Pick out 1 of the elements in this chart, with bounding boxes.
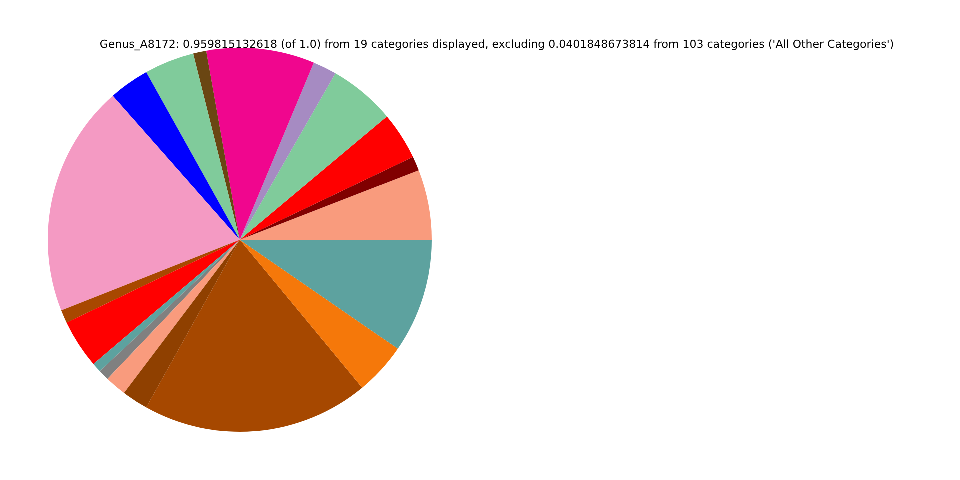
- text: Genus_A8172: 0.959815132618 (of 1.0) from 19 categories displayed, excluding 0.0401848673814 from 103 categories ('All Other Categories'): [100, 38, 894, 51]
